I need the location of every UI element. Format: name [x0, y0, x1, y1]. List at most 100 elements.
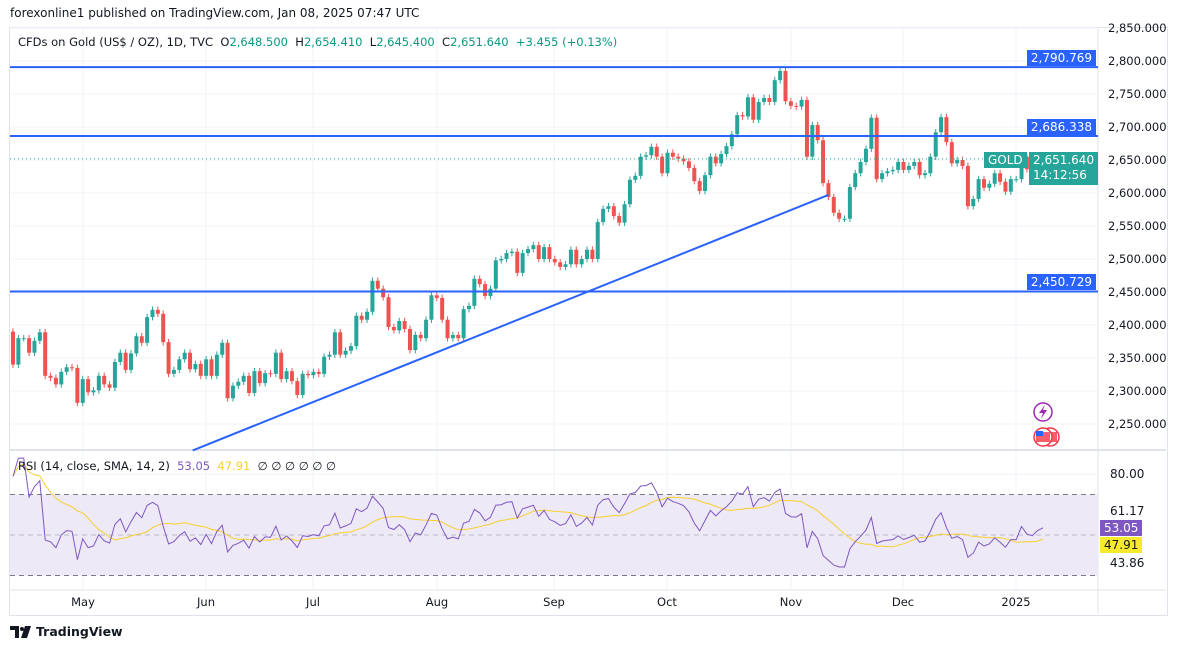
candle-body — [955, 160, 960, 164]
candle — [772, 76, 777, 106]
candle-body — [649, 146, 654, 156]
candle-body — [27, 338, 32, 353]
candle — [188, 349, 193, 373]
candle — [214, 351, 219, 380]
candle-body — [300, 373, 305, 395]
candle-body — [520, 253, 525, 273]
candle-body — [708, 156, 713, 176]
candle — [493, 257, 498, 292]
y-tick-label: 2,300.000 — [1108, 384, 1167, 398]
candle-body — [445, 319, 450, 339]
candle-body — [863, 148, 868, 162]
candle-body — [552, 259, 557, 263]
symbol-name: CFDs on Gold (US$ / OZ), 1D, TVC — [18, 35, 214, 49]
candle-body — [37, 332, 42, 341]
candle — [247, 372, 252, 397]
candle-body — [48, 375, 53, 378]
candle-body — [370, 280, 375, 312]
candle-body — [981, 179, 986, 188]
candle-body — [917, 161, 922, 176]
candle-body — [123, 352, 128, 370]
candle-body — [965, 165, 970, 207]
candle-body — [542, 247, 547, 259]
candle-body — [976, 179, 981, 199]
candle — [21, 334, 26, 342]
candle-body — [944, 117, 949, 143]
candle — [284, 367, 289, 383]
tradingview-logo[interactable]: TradingView — [10, 624, 123, 639]
candle-body — [145, 317, 150, 343]
candle-body — [134, 336, 139, 354]
candle-body — [413, 334, 418, 351]
candle-body — [606, 206, 611, 209]
candle-body — [43, 332, 48, 376]
candle-body — [547, 247, 552, 259]
candle-body — [896, 161, 901, 170]
candle-body — [171, 369, 176, 374]
candle — [568, 246, 573, 268]
candle-body — [177, 359, 182, 370]
candle-body — [204, 359, 209, 376]
candle-body — [466, 305, 471, 310]
candle-body — [354, 315, 359, 347]
candle-body — [804, 99, 809, 157]
x-tick-label: May — [71, 595, 95, 609]
candle — [638, 153, 643, 180]
candle — [332, 328, 337, 358]
candle-body — [880, 173, 885, 180]
candle — [804, 96, 809, 160]
candle — [880, 169, 885, 183]
candle — [692, 164, 697, 185]
candle-body — [1008, 179, 1013, 192]
candle — [756, 98, 761, 124]
candle — [976, 175, 981, 203]
candle — [450, 331, 455, 342]
candle-body — [515, 251, 520, 273]
candle — [177, 356, 182, 374]
candle — [520, 249, 525, 277]
candle-body — [381, 288, 386, 298]
candle-body — [644, 155, 649, 157]
candle — [633, 172, 638, 184]
candle-body — [992, 173, 997, 184]
candle — [402, 317, 407, 333]
candle — [944, 113, 949, 146]
candle — [257, 367, 262, 387]
candle — [64, 363, 69, 376]
candle — [998, 169, 1003, 186]
candle — [729, 130, 734, 150]
candle — [526, 245, 530, 257]
trendline — [192, 194, 829, 452]
candle-body — [558, 262, 563, 267]
candle-body — [450, 334, 455, 339]
candle — [987, 180, 992, 192]
candle-body — [407, 328, 412, 351]
low-label: L — [369, 35, 377, 49]
candle — [166, 338, 171, 378]
x-tick-label: Nov — [780, 595, 803, 609]
candle-body — [295, 381, 300, 395]
candle-body — [531, 245, 536, 250]
candle-body — [998, 173, 1003, 182]
candle — [992, 169, 997, 188]
candle-body — [279, 352, 284, 380]
candle-body — [815, 125, 820, 141]
candle-body — [563, 264, 568, 267]
candle — [515, 248, 520, 277]
rsi-line — [12, 457, 1044, 568]
symbol-tag: GOLD — [984, 152, 1027, 168]
candle — [681, 155, 686, 165]
candle-body — [585, 249, 590, 259]
candle-body — [590, 249, 595, 259]
candle — [654, 143, 659, 160]
candle-body — [236, 381, 241, 386]
candle — [193, 360, 198, 373]
candle — [477, 275, 482, 288]
candle-body — [1014, 179, 1019, 181]
rsi-axis-80: 80.00 — [1110, 467, 1145, 481]
candle-body — [359, 315, 364, 320]
candle-body — [756, 101, 761, 120]
candle-body — [686, 161, 691, 168]
candle — [751, 94, 756, 124]
